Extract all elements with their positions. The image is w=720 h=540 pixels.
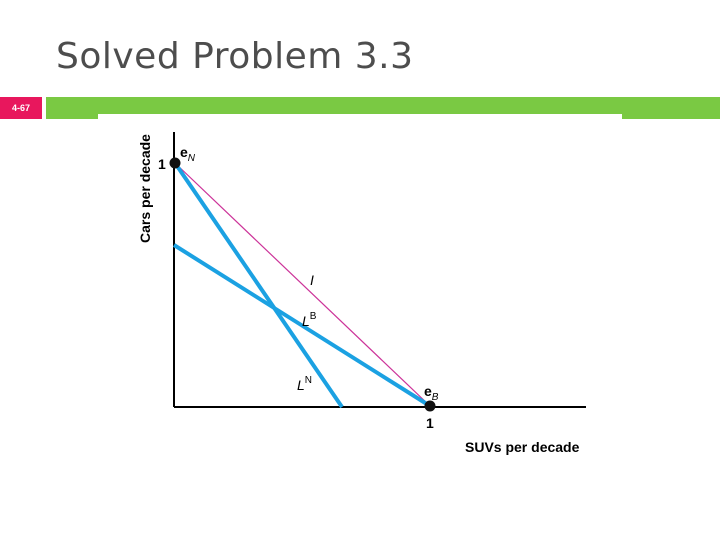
label-LN: LN [297, 375, 312, 393]
label-LB-base: L [302, 313, 310, 329]
diagram-top-mask [98, 114, 622, 120]
label-eN-base: e [180, 144, 188, 160]
budget-line-LN [173, 161, 344, 409]
slide-title: Solved Problem 3.3 [56, 36, 414, 77]
y-axis-label: Cars per decade [137, 134, 153, 243]
label-LB: LB [302, 311, 317, 329]
indifference-line-I [174, 162, 431, 407]
budget-line-LB [172, 243, 432, 408]
label-LB-sup: B [310, 311, 317, 322]
x-axis-label: SUVs per decade [465, 439, 580, 455]
accent-bar [46, 97, 720, 119]
label-eB-sub: B [432, 392, 439, 403]
label-I: I [310, 272, 314, 288]
label-eB-base: e [424, 383, 432, 399]
label-LN-sup: N [305, 375, 312, 386]
label-eN-sub: N [188, 153, 196, 164]
y-tick-label: 1 [158, 156, 166, 172]
point-eB [424, 400, 436, 412]
x-tick-label: 1 [426, 415, 434, 431]
slide-number: 4-67 [0, 97, 42, 119]
label-LN-base: L [297, 377, 305, 393]
label-eN: eN [180, 144, 196, 164]
label-eB: eB [424, 383, 439, 403]
point-eN [169, 157, 181, 169]
